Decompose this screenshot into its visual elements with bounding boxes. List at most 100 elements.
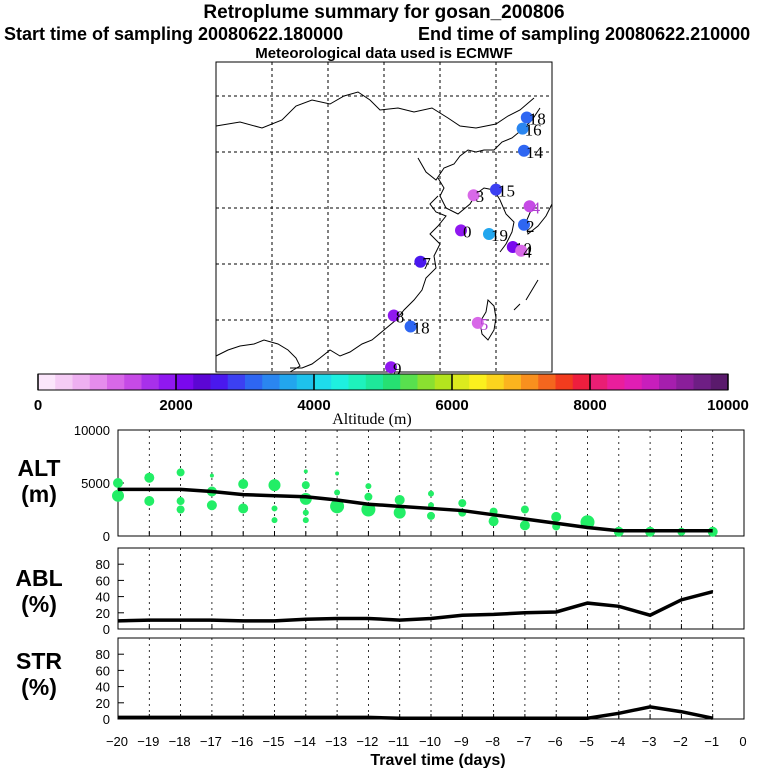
alt-cluster-point (303, 469, 308, 474)
x-tick-label: −12 (356, 734, 378, 749)
str-label-line2: (%) (21, 674, 57, 700)
colorbar-cell (124, 374, 142, 390)
map-marker-dot (455, 224, 467, 237)
colorbar-cell (365, 374, 384, 390)
str-label-line1: STR (16, 648, 62, 674)
abl-line (117, 590, 714, 623)
map-marker-dot (518, 144, 530, 157)
colorbar-cell (659, 374, 677, 390)
colorbar-tick-label: 6000 (435, 397, 468, 414)
colorbar-cell (107, 374, 125, 390)
colorbar-cell (141, 374, 160, 390)
colorbar-cell (590, 374, 608, 390)
colorbar-tick-label: 0 (34, 397, 42, 414)
map-marker-label: 2 (526, 217, 535, 236)
map-marker-dot (414, 255, 427, 268)
x-tick-label: −9 (454, 734, 469, 749)
alt-cluster-point (428, 490, 434, 497)
map-marker-label: 18 (529, 110, 546, 129)
x-tick-label: −5 (579, 734, 594, 749)
map-marker-dot (520, 111, 533, 124)
map-marker-label: 18 (413, 319, 430, 338)
alt-cluster-point (144, 496, 155, 507)
x-tick-label: −19 (137, 734, 159, 749)
map-markers: 181614153420191047851896 (385, 110, 546, 391)
map-marker-label: 8 (396, 307, 405, 326)
map-marker-label: 19 (491, 226, 508, 245)
map-frame (215, 61, 553, 373)
colorbar-cell (624, 374, 643, 390)
alt-cluster-point (176, 505, 185, 514)
alt-panel: 0 5000 10000 (74, 423, 745, 544)
map-marker-label: 3 (476, 187, 485, 206)
map-marker-label: 9 (393, 359, 402, 378)
colorbar-cell (158, 374, 177, 390)
colorbar-label: Altitude (m) (332, 411, 412, 428)
map-marker-dot (387, 309, 400, 322)
alt-cluster-point (551, 511, 562, 522)
map-marker-dot (490, 183, 502, 196)
map-marker-dot (515, 244, 528, 257)
colorbar-cell (245, 374, 263, 390)
alt-cluster-point (301, 481, 310, 490)
alt-cluster-point (335, 471, 340, 476)
colorbar-cell (72, 374, 91, 390)
map-marker-label: 4 (532, 198, 541, 217)
colorbar-cell (210, 374, 229, 390)
colorbar-cell (452, 374, 470, 390)
alt-cluster-point (394, 494, 405, 505)
map-marker-label: 15 (498, 182, 515, 201)
alt-cluster-point (488, 516, 499, 527)
alt-cluster-point (206, 500, 217, 511)
alt-cluster-point (302, 509, 309, 516)
alt-ytick-label: 10000 (74, 423, 110, 438)
colorbar-cell (279, 374, 298, 390)
x-tick-label: −20 (106, 734, 128, 749)
alt-cluster-point (302, 517, 309, 524)
start-time-label: Start time of sampling 20080622.180000 (4, 24, 344, 44)
x-tick-label: −2 (673, 734, 688, 749)
alt-cluster-point (113, 478, 123, 488)
alt-cluster-point (271, 505, 278, 512)
abl-ytick-label: 60 (96, 573, 110, 588)
alt-label-line2: (m) (21, 481, 57, 507)
str-line (118, 705, 714, 720)
colorbar-cell (676, 374, 694, 390)
map-marker-dot (518, 218, 530, 231)
map-marker-dot (523, 200, 536, 213)
colorbar-cell (383, 374, 401, 390)
chart-title: Retroplume summary for gosan_200806 (203, 2, 565, 23)
colorbar-tick-label: 8000 (573, 397, 606, 414)
x-tick-label: 0 (739, 734, 746, 749)
colorbar: 0 2000 4000 6000 8000 10000 Altitude (m) (34, 373, 749, 428)
str-panel-label: STR (%) (4, 648, 74, 700)
colorbar-cell (348, 374, 367, 390)
colorbar-cell (400, 374, 418, 390)
map-marker-dot (467, 189, 480, 202)
colorbar-cell (538, 374, 556, 390)
alt-cluster-point (458, 499, 467, 508)
str-ytick-label: 20 (96, 696, 110, 711)
x-tick-label: −3 (642, 734, 657, 749)
colorbar-cell (193, 374, 211, 390)
x-tick-label: −7 (516, 734, 531, 749)
x-tick-label: −18 (169, 734, 191, 749)
colorbar-cell (262, 374, 280, 390)
str-ytick-label: 60 (96, 663, 110, 678)
x-axis-label: Travel time (days) (370, 752, 505, 768)
abl-label-line1: ABL (15, 565, 63, 591)
colorbar-cell (227, 374, 246, 390)
x-tick-label: −8 (485, 734, 500, 749)
x-tick-label: −17 (200, 734, 222, 749)
alt-ytick-label: 0 (103, 529, 110, 544)
x-tick-label: −4 (610, 734, 625, 749)
colorbar-cell (710, 374, 729, 390)
alt-cluster-point (238, 479, 249, 490)
alt-cluster-point (330, 499, 345, 514)
colorbar-cell (55, 374, 73, 390)
alt-cluster-point (364, 492, 373, 501)
alt-cluster-point (176, 468, 185, 477)
